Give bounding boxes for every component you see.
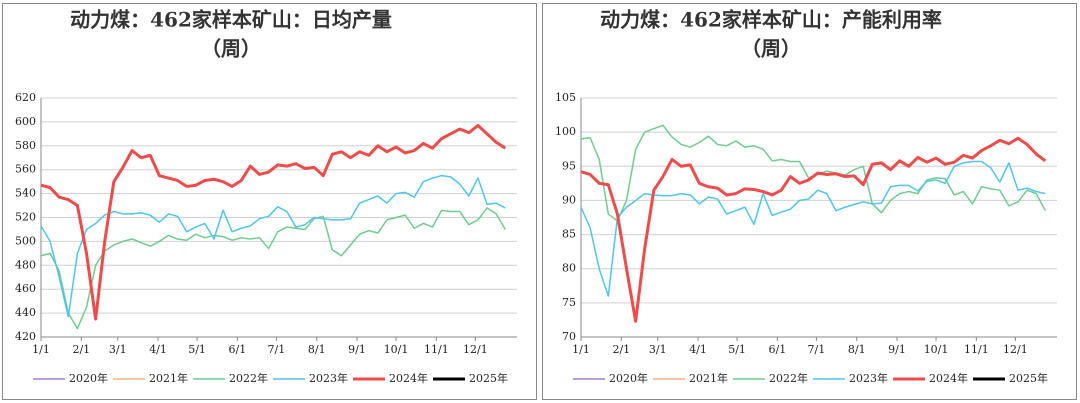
x-tick-label: 2/1 xyxy=(612,343,630,356)
y-tick-label: 75 xyxy=(562,296,576,309)
legend-label: 2023年 xyxy=(849,371,888,385)
x-tick-label: 12/1 xyxy=(463,343,488,356)
x-tick-label: 9/1 xyxy=(888,343,906,356)
legend-label: 2024年 xyxy=(389,371,428,385)
chart-title: 动力煤：462家样本矿山：日均产量 xyxy=(70,8,392,32)
x-tick-label: 6/1 xyxy=(769,343,787,356)
x-tick-label: 8/1 xyxy=(848,343,866,356)
chart: 动力煤：462家样本矿山：日均产量 （周） 420 440 460 480 500 520 54… xyxy=(15,8,517,385)
x-tick-label: 6/1 xyxy=(229,343,247,356)
y-tick-label: 105 xyxy=(555,91,576,104)
x-tick-label: 2/1 xyxy=(72,343,90,356)
y-tick-label: 480 xyxy=(15,258,36,271)
chart-subtitle: （周） xyxy=(741,37,801,61)
x-tick-label: 5/1 xyxy=(188,343,206,356)
chart-panel: 动力煤：462家样本矿山：产能利用率 （周） 70 75 80 85 90 95 100 105 1… xyxy=(542,3,1077,400)
legend-label: 2021年 xyxy=(149,371,188,385)
y-tick-label: 70 xyxy=(562,330,576,343)
x-tick-label: 11/1 xyxy=(424,343,449,356)
x-tick-label: 7/1 xyxy=(268,343,286,356)
x-tick-label: 3/1 xyxy=(109,343,127,356)
y-tick-label: 95 xyxy=(562,159,576,172)
x-tick-label: 4/1 xyxy=(689,343,707,356)
chart-panel: 动力煤：462家样本矿山：日均产量 （周） 420 440 460 480 500 520 54… xyxy=(2,3,537,400)
y-tick-label: 100 xyxy=(555,125,576,138)
series-line xyxy=(580,160,1046,297)
legend-label: 2023年 xyxy=(309,371,348,385)
legend-label: 2021年 xyxy=(689,371,728,385)
y-tick-label: 500 xyxy=(15,234,36,247)
y-tick-label: 85 xyxy=(562,228,576,241)
y-tick-label: 580 xyxy=(15,139,36,152)
x-tick-label: 1/1 xyxy=(32,343,50,356)
legend-label: 2025年 xyxy=(1009,371,1048,385)
chart-title: 动力煤：462家样本矿山：产能利用率 xyxy=(600,8,942,32)
legend-label: 2022年 xyxy=(769,371,808,385)
x-tick-label: 8/1 xyxy=(308,343,326,356)
x-tick-label: 3/1 xyxy=(649,343,667,356)
x-tick-label: 10/1 xyxy=(384,343,409,356)
x-tick-label: 10/1 xyxy=(924,343,949,356)
x-tick-label: 11/1 xyxy=(964,343,989,356)
y-tick-label: 90 xyxy=(562,193,576,206)
chart: 动力煤：462家样本矿山：产能利用率 （周） 70 75 80 85 90 95 100 105 1… xyxy=(555,8,1057,385)
series-line xyxy=(580,136,1047,323)
x-tick-label: 1/1 xyxy=(572,343,590,356)
series-line xyxy=(40,174,506,318)
legend-label: 2024年 xyxy=(929,371,968,385)
y-tick-label: 600 xyxy=(15,115,36,128)
y-tick-label: 520 xyxy=(15,211,36,224)
y-tick-label: 420 xyxy=(15,330,36,343)
x-tick-label: 12/1 xyxy=(1003,343,1028,356)
series-line xyxy=(40,207,506,330)
x-tick-label: 4/1 xyxy=(149,343,167,356)
legend-label: 2025年 xyxy=(469,371,508,385)
y-tick-label: 560 xyxy=(15,163,36,176)
legend-label: 2022年 xyxy=(229,371,268,385)
y-tick-label: 80 xyxy=(562,262,576,275)
y-tick-label: 540 xyxy=(15,187,36,200)
x-tick-label: 5/1 xyxy=(728,343,746,356)
series-line xyxy=(40,123,507,321)
y-tick-label: 620 xyxy=(15,91,36,104)
x-tick-label: 9/1 xyxy=(348,343,366,356)
y-tick-label: 440 xyxy=(15,306,36,319)
y-tick-label: 460 xyxy=(15,282,36,295)
chart-subtitle: （周） xyxy=(201,37,261,61)
legend-label: 2020年 xyxy=(69,371,108,385)
x-tick-label: 7/1 xyxy=(808,343,826,356)
legend-label: 2020年 xyxy=(609,371,648,385)
